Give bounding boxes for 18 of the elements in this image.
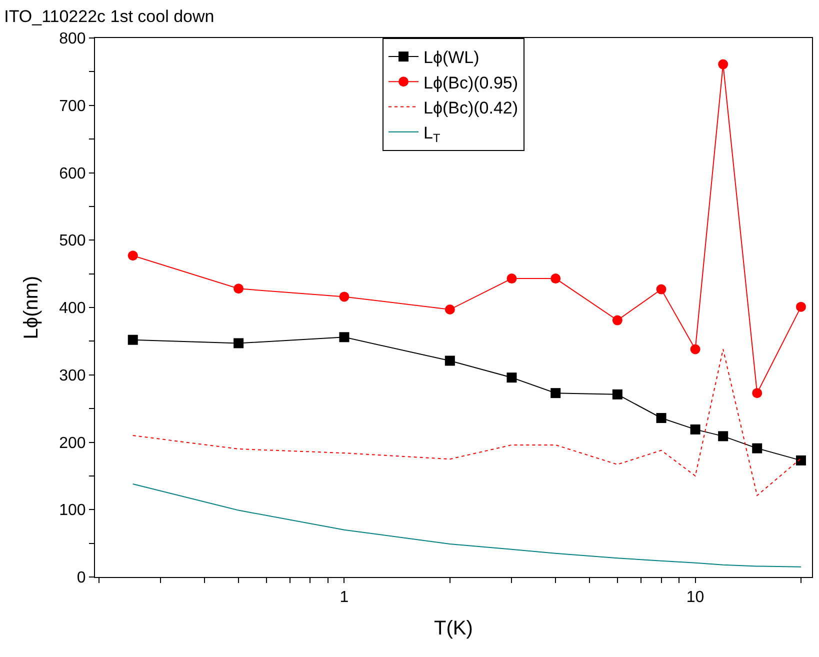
y-tick-label: 200 (59, 434, 86, 452)
legend-label: L$_{T}$ (424, 123, 440, 146)
legend-label: Lϕ(Bc)(0.95) (424, 73, 518, 92)
y-tick-label: 300 (59, 367, 86, 384)
legend-label: Lϕ(Bc)(0.42) (424, 98, 518, 118)
y-tick-label: 400 (59, 300, 86, 318)
y-tick-label: 500 (59, 232, 86, 250)
y-tick-label: 100 (59, 502, 86, 520)
chart-title: ITO_110222c 1st cool down (4, 6, 214, 26)
y-tick-label: 800 (59, 30, 86, 48)
x-tick-label: 10 (686, 589, 704, 606)
y-tick-label: 0 (76, 570, 86, 587)
x-axis-title: T(K) (434, 618, 473, 640)
y-axis-title: Lϕ(nm) (20, 276, 43, 340)
y-tick-label: 600 (59, 165, 86, 182)
y-tick-label: 700 (59, 98, 86, 115)
legend-label: Lϕ(WL) (424, 48, 480, 68)
x-tick-label: 1 (340, 589, 349, 606)
